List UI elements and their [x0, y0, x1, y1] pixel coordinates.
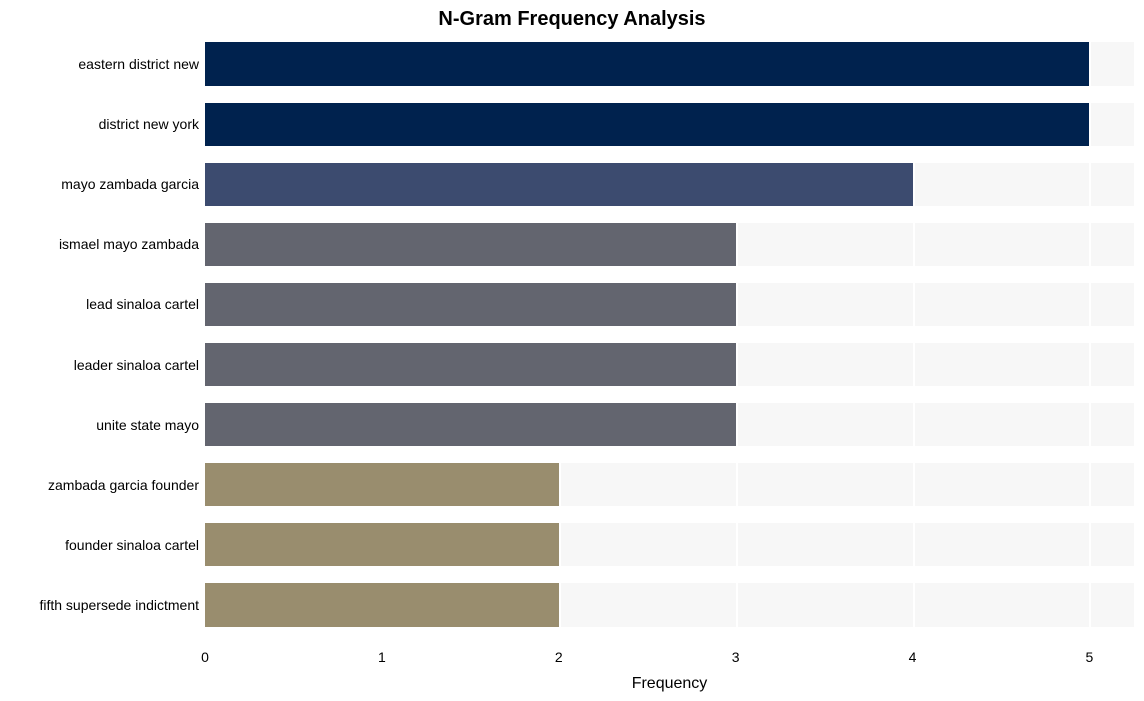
- y-tick-label: lead sinaloa cartel: [86, 296, 205, 312]
- bar: [205, 463, 559, 506]
- y-tick-label: district new york: [99, 116, 205, 132]
- plot-area: eastern district newdistrict new yorkmay…: [205, 34, 1134, 635]
- x-tick-label: 1: [378, 649, 386, 665]
- chart-title: N-Gram Frequency Analysis: [0, 8, 1144, 31]
- ngram-frequency-chart: N-Gram Frequency Analysis eastern distri…: [0, 0, 1144, 701]
- y-tick-label: mayo zambada garcia: [61, 176, 205, 192]
- y-tick-label: zambada garcia founder: [48, 477, 205, 493]
- bar: [205, 283, 736, 326]
- bar: [205, 223, 736, 266]
- bar: [205, 42, 1089, 85]
- bar: [205, 343, 736, 386]
- y-tick-label: eastern district new: [78, 56, 205, 72]
- bar: [205, 163, 913, 206]
- x-gridline: [1089, 34, 1091, 635]
- bar: [205, 583, 559, 626]
- x-tick-label: 3: [732, 649, 740, 665]
- bar: [205, 403, 736, 446]
- x-tick-label: 0: [201, 649, 209, 665]
- y-tick-label: ismael mayo zambada: [59, 236, 205, 252]
- y-tick-label: unite state mayo: [96, 417, 205, 433]
- y-tick-label: founder sinaloa cartel: [65, 537, 205, 553]
- bar: [205, 103, 1089, 146]
- x-tick-label: 2: [555, 649, 563, 665]
- bar: [205, 523, 559, 566]
- x-tick-label: 4: [909, 649, 917, 665]
- y-tick-label: fifth supersede indictment: [39, 597, 205, 613]
- x-tick-label: 5: [1086, 649, 1094, 665]
- x-axis-title: Frequency: [205, 675, 1134, 693]
- y-tick-label: leader sinaloa cartel: [74, 357, 205, 373]
